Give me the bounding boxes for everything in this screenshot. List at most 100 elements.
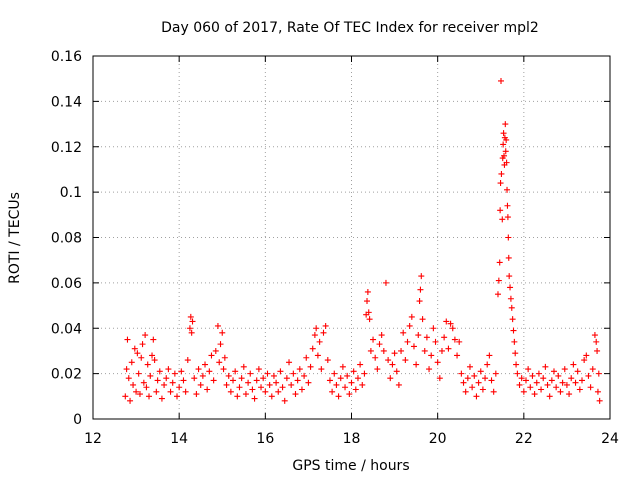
data-point xyxy=(208,352,215,359)
data-point xyxy=(460,379,467,386)
y-tick-label: 0.1 xyxy=(60,185,82,201)
data-point xyxy=(418,273,425,280)
data-point xyxy=(217,341,224,348)
data-point xyxy=(393,368,400,375)
data-point xyxy=(593,338,600,345)
data-point xyxy=(544,381,551,388)
y-tick-label: 0.04 xyxy=(51,321,82,337)
data-point xyxy=(144,361,151,368)
data-point xyxy=(329,388,336,395)
data-point xyxy=(277,368,284,375)
data-point xyxy=(260,375,267,382)
x-axis-label: GPS time / hours xyxy=(292,458,409,474)
data-point xyxy=(559,379,566,386)
data-point xyxy=(522,377,529,384)
data-point xyxy=(359,381,366,388)
data-point xyxy=(139,341,146,348)
data-point xyxy=(253,377,260,384)
data-point xyxy=(140,379,147,386)
data-point xyxy=(169,379,176,386)
data-point xyxy=(135,370,142,377)
data-point xyxy=(288,381,295,388)
data-point xyxy=(504,186,511,193)
data-point xyxy=(376,341,383,348)
data-point xyxy=(188,329,195,336)
data-point xyxy=(538,386,545,393)
data-point xyxy=(496,259,503,266)
data-point xyxy=(167,388,174,395)
data-point xyxy=(125,375,132,382)
data-point xyxy=(542,363,549,370)
data-point xyxy=(178,368,185,375)
data-point xyxy=(234,393,241,400)
data-point xyxy=(318,366,325,373)
data-point xyxy=(504,202,511,209)
data-point xyxy=(189,318,196,325)
data-point xyxy=(262,388,269,395)
data-point xyxy=(292,391,299,398)
data-point xyxy=(454,352,461,359)
data-point xyxy=(149,352,156,359)
data-point xyxy=(134,350,141,357)
data-point xyxy=(305,379,312,386)
data-point xyxy=(374,366,381,373)
data-point xyxy=(499,216,506,223)
data-point xyxy=(370,336,377,343)
data-point xyxy=(174,393,181,400)
data-point xyxy=(525,366,532,373)
data-point xyxy=(416,298,423,305)
data-point xyxy=(158,395,165,402)
data-point xyxy=(507,284,514,291)
data-point xyxy=(428,352,435,359)
data-point xyxy=(364,298,371,305)
data-point xyxy=(385,357,392,364)
data-point xyxy=(497,77,504,84)
y-axis-label: ROTI / TECUs xyxy=(7,192,23,284)
data-point xyxy=(186,325,193,332)
y-tick-label: 0.02 xyxy=(51,367,82,383)
data-point xyxy=(503,136,510,143)
data-point xyxy=(184,357,191,364)
y-tick-label: 0.08 xyxy=(51,231,82,247)
data-point xyxy=(212,347,219,354)
data-point xyxy=(561,366,568,373)
x-tick-label: 20 xyxy=(429,431,447,447)
data-point xyxy=(251,395,258,402)
data-point xyxy=(451,336,458,343)
data-point xyxy=(466,363,473,370)
data-point xyxy=(447,320,454,327)
data-point xyxy=(512,350,519,357)
data-point xyxy=(357,361,364,368)
data-point xyxy=(352,386,359,393)
data-point xyxy=(367,347,374,354)
data-point xyxy=(199,372,206,379)
data-point xyxy=(514,370,521,377)
y-tick-label: 0.06 xyxy=(51,276,82,292)
data-point xyxy=(533,379,540,386)
data-point xyxy=(273,379,280,386)
data-point xyxy=(364,288,371,295)
data-point xyxy=(147,372,154,379)
data-point xyxy=(464,375,471,382)
data-point xyxy=(187,313,194,320)
data-point xyxy=(398,347,405,354)
data-point xyxy=(180,377,187,384)
data-point xyxy=(124,336,131,343)
data-point xyxy=(176,384,183,391)
data-point xyxy=(220,366,227,373)
data-point xyxy=(595,370,602,377)
data-point xyxy=(497,207,504,214)
data-point xyxy=(264,370,271,377)
data-point xyxy=(581,357,588,364)
data-point xyxy=(423,334,430,341)
data-point xyxy=(500,130,507,137)
data-point xyxy=(195,366,202,373)
data-point xyxy=(236,384,243,391)
data-point xyxy=(279,384,286,391)
data-point xyxy=(415,332,422,339)
data-point xyxy=(511,338,518,345)
data-point xyxy=(509,316,516,323)
data-point xyxy=(210,377,217,384)
y-tick-label: 0 xyxy=(73,412,82,428)
data-point xyxy=(219,329,226,336)
